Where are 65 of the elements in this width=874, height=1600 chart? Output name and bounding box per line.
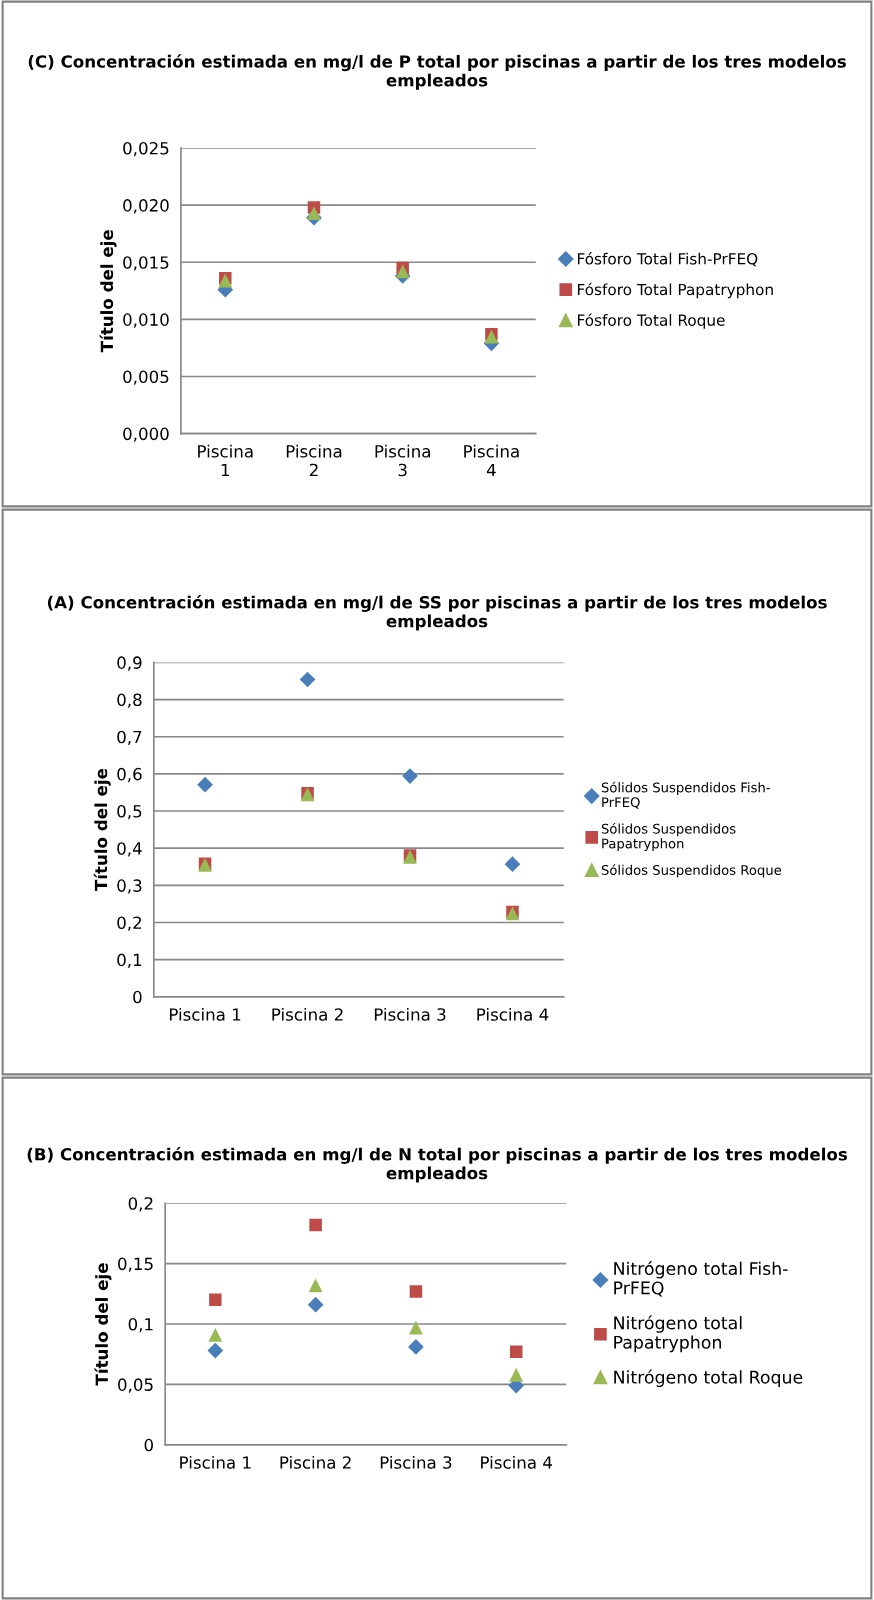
legend-label: Nitrógeno total Roque [614,1369,803,1388]
point [509,1345,523,1359]
point [307,1296,324,1313]
point [299,671,316,688]
y-tick-label: 0,2 [117,916,142,931]
y-tick-label: 0,005 [123,370,169,385]
point [207,1342,224,1359]
y-tick-label: 0,000 [123,427,169,442]
chart-title: (C) Concentración estimada en mg/l de P total por piscinas a partir de los tres modelos empleados [28,54,846,90]
chart-title: (B) Concentración estimada en mg/l de N total por piscinas a partir de los tres modelos empleados [27,1147,848,1183]
point [408,1320,423,1335]
point [408,1339,424,1355]
y-axis-title: Título del eje [93,768,111,891]
point [395,264,410,279]
y-tick-label: 0,3 [117,879,142,894]
y-tick-label: 0,9 [117,656,142,671]
y-tick-label: 0 [144,1438,153,1452]
legend-label: Sólidos Suspendidos Papatryphon [601,822,736,852]
y-axis-title: Título del eje [99,230,117,353]
x-tick-label: Piscina 2 [280,1455,351,1469]
x-tick-label: Piscina 1 [198,444,253,477]
y-tick-label: 0,5 [117,804,142,820]
y-tick-label: 0,015 [123,256,169,271]
x-tick-label: Piscina 4 [464,444,519,477]
legend-label: Nitrógeno total Papatryphon [614,1315,742,1353]
y-tick-label: 0,2 [128,1197,153,1212]
chart-title: (A) Concentración estimada en mg/l de SS por piscinas a partir de los tres modelos empleados [47,595,827,631]
x-tick-label: Piscina 4 [481,1455,552,1469]
legend-label: Fósforo Total Papatryphon [577,282,773,299]
point [309,1218,322,1232]
y-tick-label: 0 [133,990,142,1004]
x-tick-label: Piscina 3 [374,1007,446,1021]
x-tick-label: Piscina 3 [380,1455,452,1469]
y-axis-title: Título del eje [94,1263,112,1386]
legend-label: Fósforo Total Roque [577,313,725,329]
y-tick-label: 0,8 [117,693,142,708]
y-tick-label: 0,020 [123,199,169,214]
legend-label: Nitrógeno total Fish-PrFEQ [614,1260,788,1297]
point [307,206,321,221]
x-tick-label: Piscina 2 [286,444,342,477]
y-tick-label: 0,15 [118,1257,153,1272]
point [504,856,521,873]
x-tick-label: Piscina 3 [375,444,430,477]
x-tick-label: Piscina 1 [180,1455,251,1469]
y-tick-label: 0,010 [123,313,169,328]
legend-label: Sólidos Suspendidos Fish-PrFEQ [601,781,770,809]
point [509,1367,524,1382]
legend-label: Fósforo Total Fish-PrFEQ [577,252,758,267]
legend-label: Sólidos Suspendidos Roque [601,864,782,878]
x-tick-label: Piscina 4 [477,1007,549,1021]
point [208,1327,223,1342]
y-tick-label: 0,1 [128,1317,153,1333]
x-tick-label: Piscina 2 [272,1007,343,1021]
y-tick-label: 0,1 [117,953,142,968]
x-tick-label: Piscina 1 [169,1007,241,1021]
point [197,776,213,793]
point [209,1293,222,1307]
y-tick-label: 0,4 [117,842,142,857]
point [308,1278,323,1293]
y-tick-label: 0,6 [117,767,142,783]
point [409,1285,423,1298]
point [402,768,418,784]
y-tick-label: 0,7 [117,730,142,745]
y-tick-label: 0,025 [123,141,169,157]
y-tick-label: 0,05 [118,1378,153,1393]
